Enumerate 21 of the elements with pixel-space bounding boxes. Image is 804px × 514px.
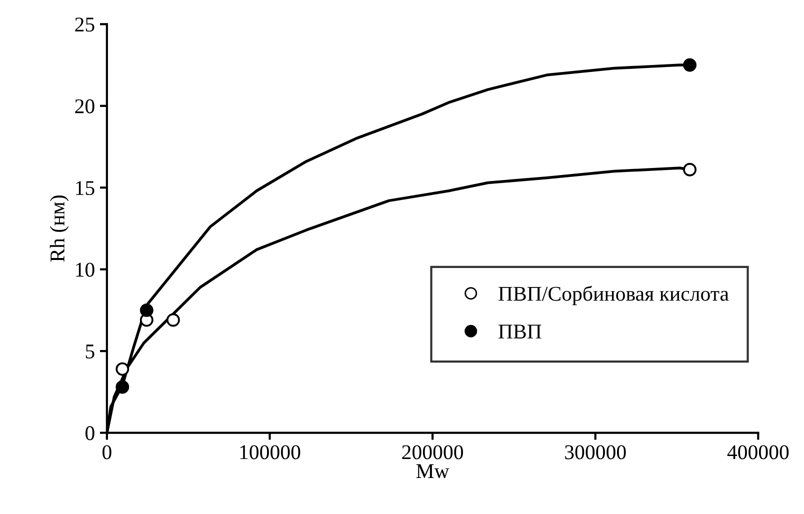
x-tick-label: 0 [102, 445, 112, 460]
x-axis-title: Mw [416, 464, 450, 478]
x-tick-label: 300000 [565, 445, 626, 460]
point [683, 58, 697, 72]
x-tick-label: 100000 [240, 445, 300, 460]
y-tick-label: 10 [76, 262, 94, 277]
legend-label: ПВП [498, 324, 542, 338]
point [166, 313, 180, 327]
y-tick-label: 20 [75, 99, 94, 114]
x-tick-label: 400000 [727, 445, 789, 460]
y-tick-label: 5 [86, 344, 94, 358]
x-tick-label: 200000 [402, 445, 464, 460]
point [116, 380, 130, 394]
y-tick-label: 0 [86, 426, 94, 440]
y-axis-title: Rh (нм) [50, 196, 69, 262]
y-tick-label: 15 [76, 181, 94, 196]
y-tick-label: 25 [75, 18, 94, 32]
point [140, 303, 154, 317]
legend-label: ПВП/Сорбиновая кислота [498, 286, 729, 306]
point [116, 362, 130, 376]
point [683, 162, 697, 176]
